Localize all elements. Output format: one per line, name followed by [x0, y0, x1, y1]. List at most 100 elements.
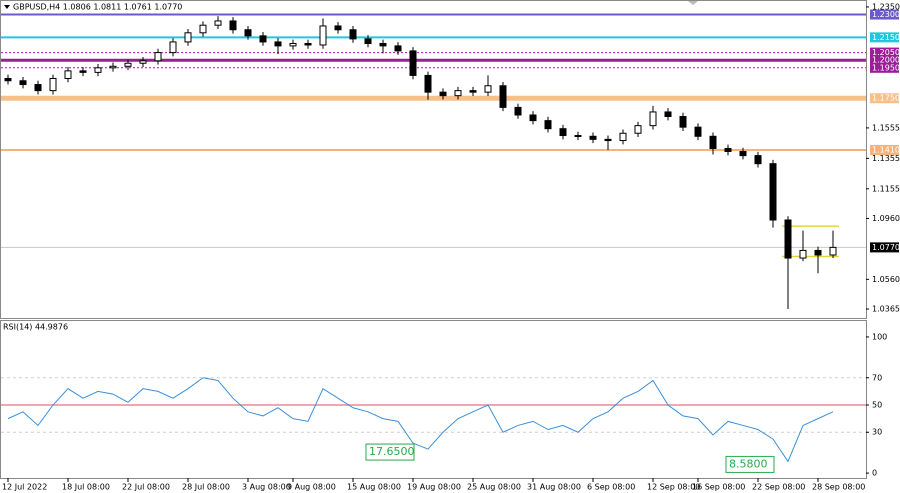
candle-body	[244, 29, 252, 37]
candle-body	[64, 70, 72, 79]
level-label: 1.0770	[872, 243, 900, 252]
x-tick-label: 12 Jul 2022	[2, 483, 47, 492]
value-label: 8.5800	[729, 457, 768, 470]
candle-body	[829, 246, 837, 256]
level-label: 1.1750	[872, 94, 900, 103]
level-label: 1.2150	[872, 33, 900, 42]
x-tick-label: 22 Jul 08:00	[122, 483, 170, 492]
y-tick-label: 1.0960	[872, 214, 900, 223]
value-label-box	[725, 455, 775, 473]
candle-body	[769, 163, 777, 221]
candle-body	[784, 219, 792, 259]
x-tick-label: 12 Sep 08:00	[647, 483, 700, 492]
candle-body	[649, 111, 657, 127]
candle-body	[214, 20, 222, 26]
level-label: 1.2300	[872, 10, 900, 19]
x-tick-label: 15 Aug 08:00	[347, 483, 401, 492]
x-tick-label: 31 Aug 08:00	[527, 483, 581, 492]
level-label: 1.1410	[872, 145, 900, 154]
candle-body	[499, 85, 507, 108]
candle-body	[349, 29, 357, 40]
value-label-box	[365, 443, 415, 461]
y-tick-label: 1.1155	[872, 184, 900, 193]
candle-body	[724, 147, 732, 153]
candle-body	[199, 24, 207, 34]
x-tick-label: 3 Aug 08:00	[242, 483, 291, 492]
candle-body	[754, 155, 762, 165]
candle-body	[154, 52, 162, 62]
candle-body	[304, 42, 312, 46]
candle-body	[109, 65, 117, 69]
candle-body	[604, 138, 612, 142]
level-label-bg	[870, 242, 899, 253]
y-tick-label: 0	[872, 469, 877, 478]
candle-body	[319, 25, 327, 46]
candle-body	[544, 120, 552, 130]
candle-body	[439, 91, 447, 97]
x-tick-label: 28 Sep 08:00	[812, 483, 865, 492]
rsi-panel	[0, 320, 867, 479]
level-label-bg	[870, 32, 899, 43]
candle-body	[634, 125, 642, 134]
candle-body	[274, 41, 282, 47]
y-tick-label: 50	[872, 401, 882, 410]
candle-body	[739, 151, 747, 157]
x-tick-label: 18 Jul 08:00	[62, 483, 110, 492]
level-label: 1.2050	[872, 48, 900, 57]
candle-body	[4, 77, 12, 82]
candle-body	[514, 106, 522, 116]
price-panel	[0, 0, 867, 319]
candle-body	[19, 80, 27, 86]
candle-body	[139, 60, 147, 64]
candle-body	[34, 84, 42, 92]
level-label-bg	[870, 93, 899, 104]
y-tick-label: 1.1355	[872, 154, 900, 163]
level-label: 1.1950	[872, 63, 900, 72]
x-tick-label: 16 Sep 08:00	[692, 483, 745, 492]
value-label: 17.6500	[369, 445, 415, 458]
menu-arrow[interactable]	[4, 5, 10, 9]
candle-body	[49, 77, 57, 92]
x-tick-label: 9 Aug 08:00	[287, 483, 336, 492]
y-tick-label: 1.2350	[872, 2, 900, 11]
rsi-line	[7, 377, 834, 463]
candle-body	[619, 132, 627, 142]
candle-body	[334, 25, 342, 31]
candle-body	[454, 90, 462, 97]
candle-body	[229, 20, 237, 31]
y-tick-label: 1.1555	[872, 123, 900, 132]
candle-body	[169, 41, 177, 54]
shift-marker	[688, 1, 698, 5]
candle-body	[409, 50, 417, 76]
candle-body	[424, 74, 432, 93]
candle-body	[259, 35, 267, 43]
level-label-bg	[870, 62, 899, 73]
candle-body	[289, 42, 297, 47]
x-tick-label: 28 Jul 08:00	[182, 483, 230, 492]
candle-body	[574, 135, 582, 138]
x-tick-label: 6 Sep 08:00	[587, 483, 635, 492]
candle-body	[664, 111, 672, 118]
candle-body	[529, 114, 537, 122]
level-label-bg	[870, 144, 899, 155]
y-tick-label: 70	[872, 373, 882, 382]
x-tick-label: 19 Aug 08:00	[407, 483, 461, 492]
candle-body	[469, 90, 477, 93]
y-tick-label: 1.0560	[872, 275, 900, 284]
chart-header: GBPUSD,H4 1.0806 1.0811 1.0761 1.0770	[13, 3, 182, 12]
level-label-bg	[870, 55, 899, 66]
y-tick-label: 30	[872, 428, 882, 437]
candle-body	[694, 126, 702, 137]
candle-body	[94, 67, 102, 73]
candle-body	[379, 42, 387, 47]
x-tick-label: 22 Sep 08:00	[752, 483, 805, 492]
candle-body	[79, 70, 87, 73]
candle-body	[124, 62, 132, 67]
level-label-bg	[870, 47, 899, 58]
candle-body	[589, 135, 597, 140]
candle-body	[394, 45, 402, 52]
candle-body	[184, 32, 192, 43]
candle-body	[679, 116, 687, 128]
